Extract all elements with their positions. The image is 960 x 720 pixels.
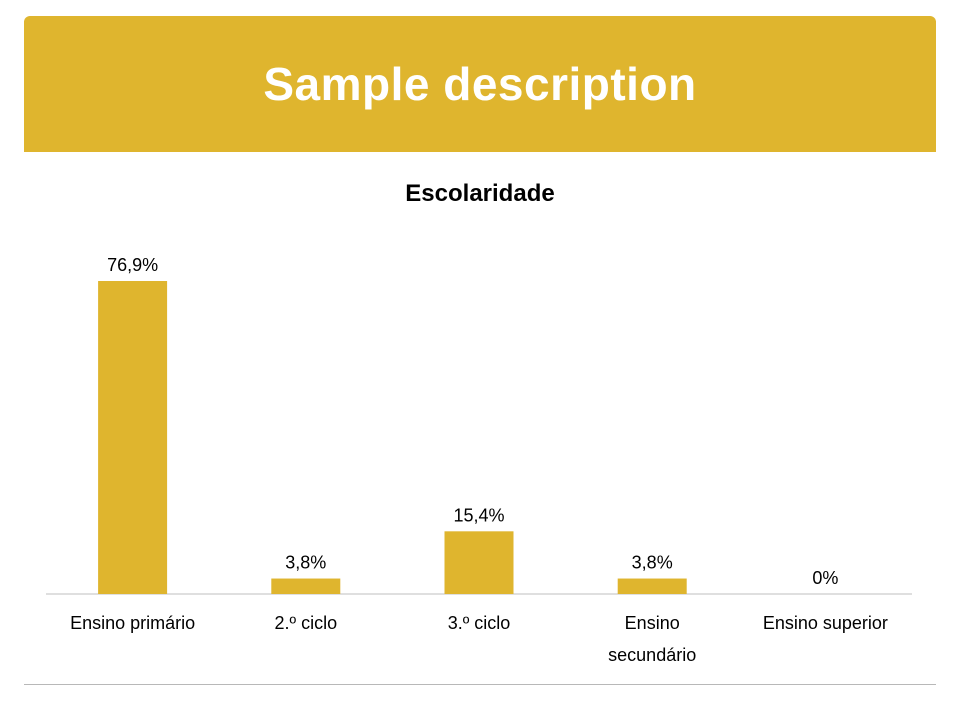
x-tick-label: Ensino secundário <box>608 613 696 665</box>
data-label: 76,9% <box>107 255 158 275</box>
data-label: 3,8% <box>632 553 673 573</box>
chart-title: Escolaridade <box>405 180 555 207</box>
x-tick-label: Ensino superior <box>763 613 888 633</box>
bar <box>271 578 341 594</box>
x-tick-label: Ensino primário <box>70 613 195 633</box>
slide-title: Sample description <box>263 58 697 110</box>
bar <box>444 531 514 594</box>
title-banner: Sample description <box>24 16 936 152</box>
data-label: 15,4% <box>453 505 504 525</box>
data-label: 0% <box>812 568 838 588</box>
data-label: 3,8% <box>285 553 326 573</box>
bar <box>617 578 687 594</box>
x-tick-label: 2.º ciclo <box>274 613 337 633</box>
x-tick-label: 3.º ciclo <box>448 613 511 633</box>
bar <box>98 281 168 594</box>
footer-divider <box>24 684 936 685</box>
